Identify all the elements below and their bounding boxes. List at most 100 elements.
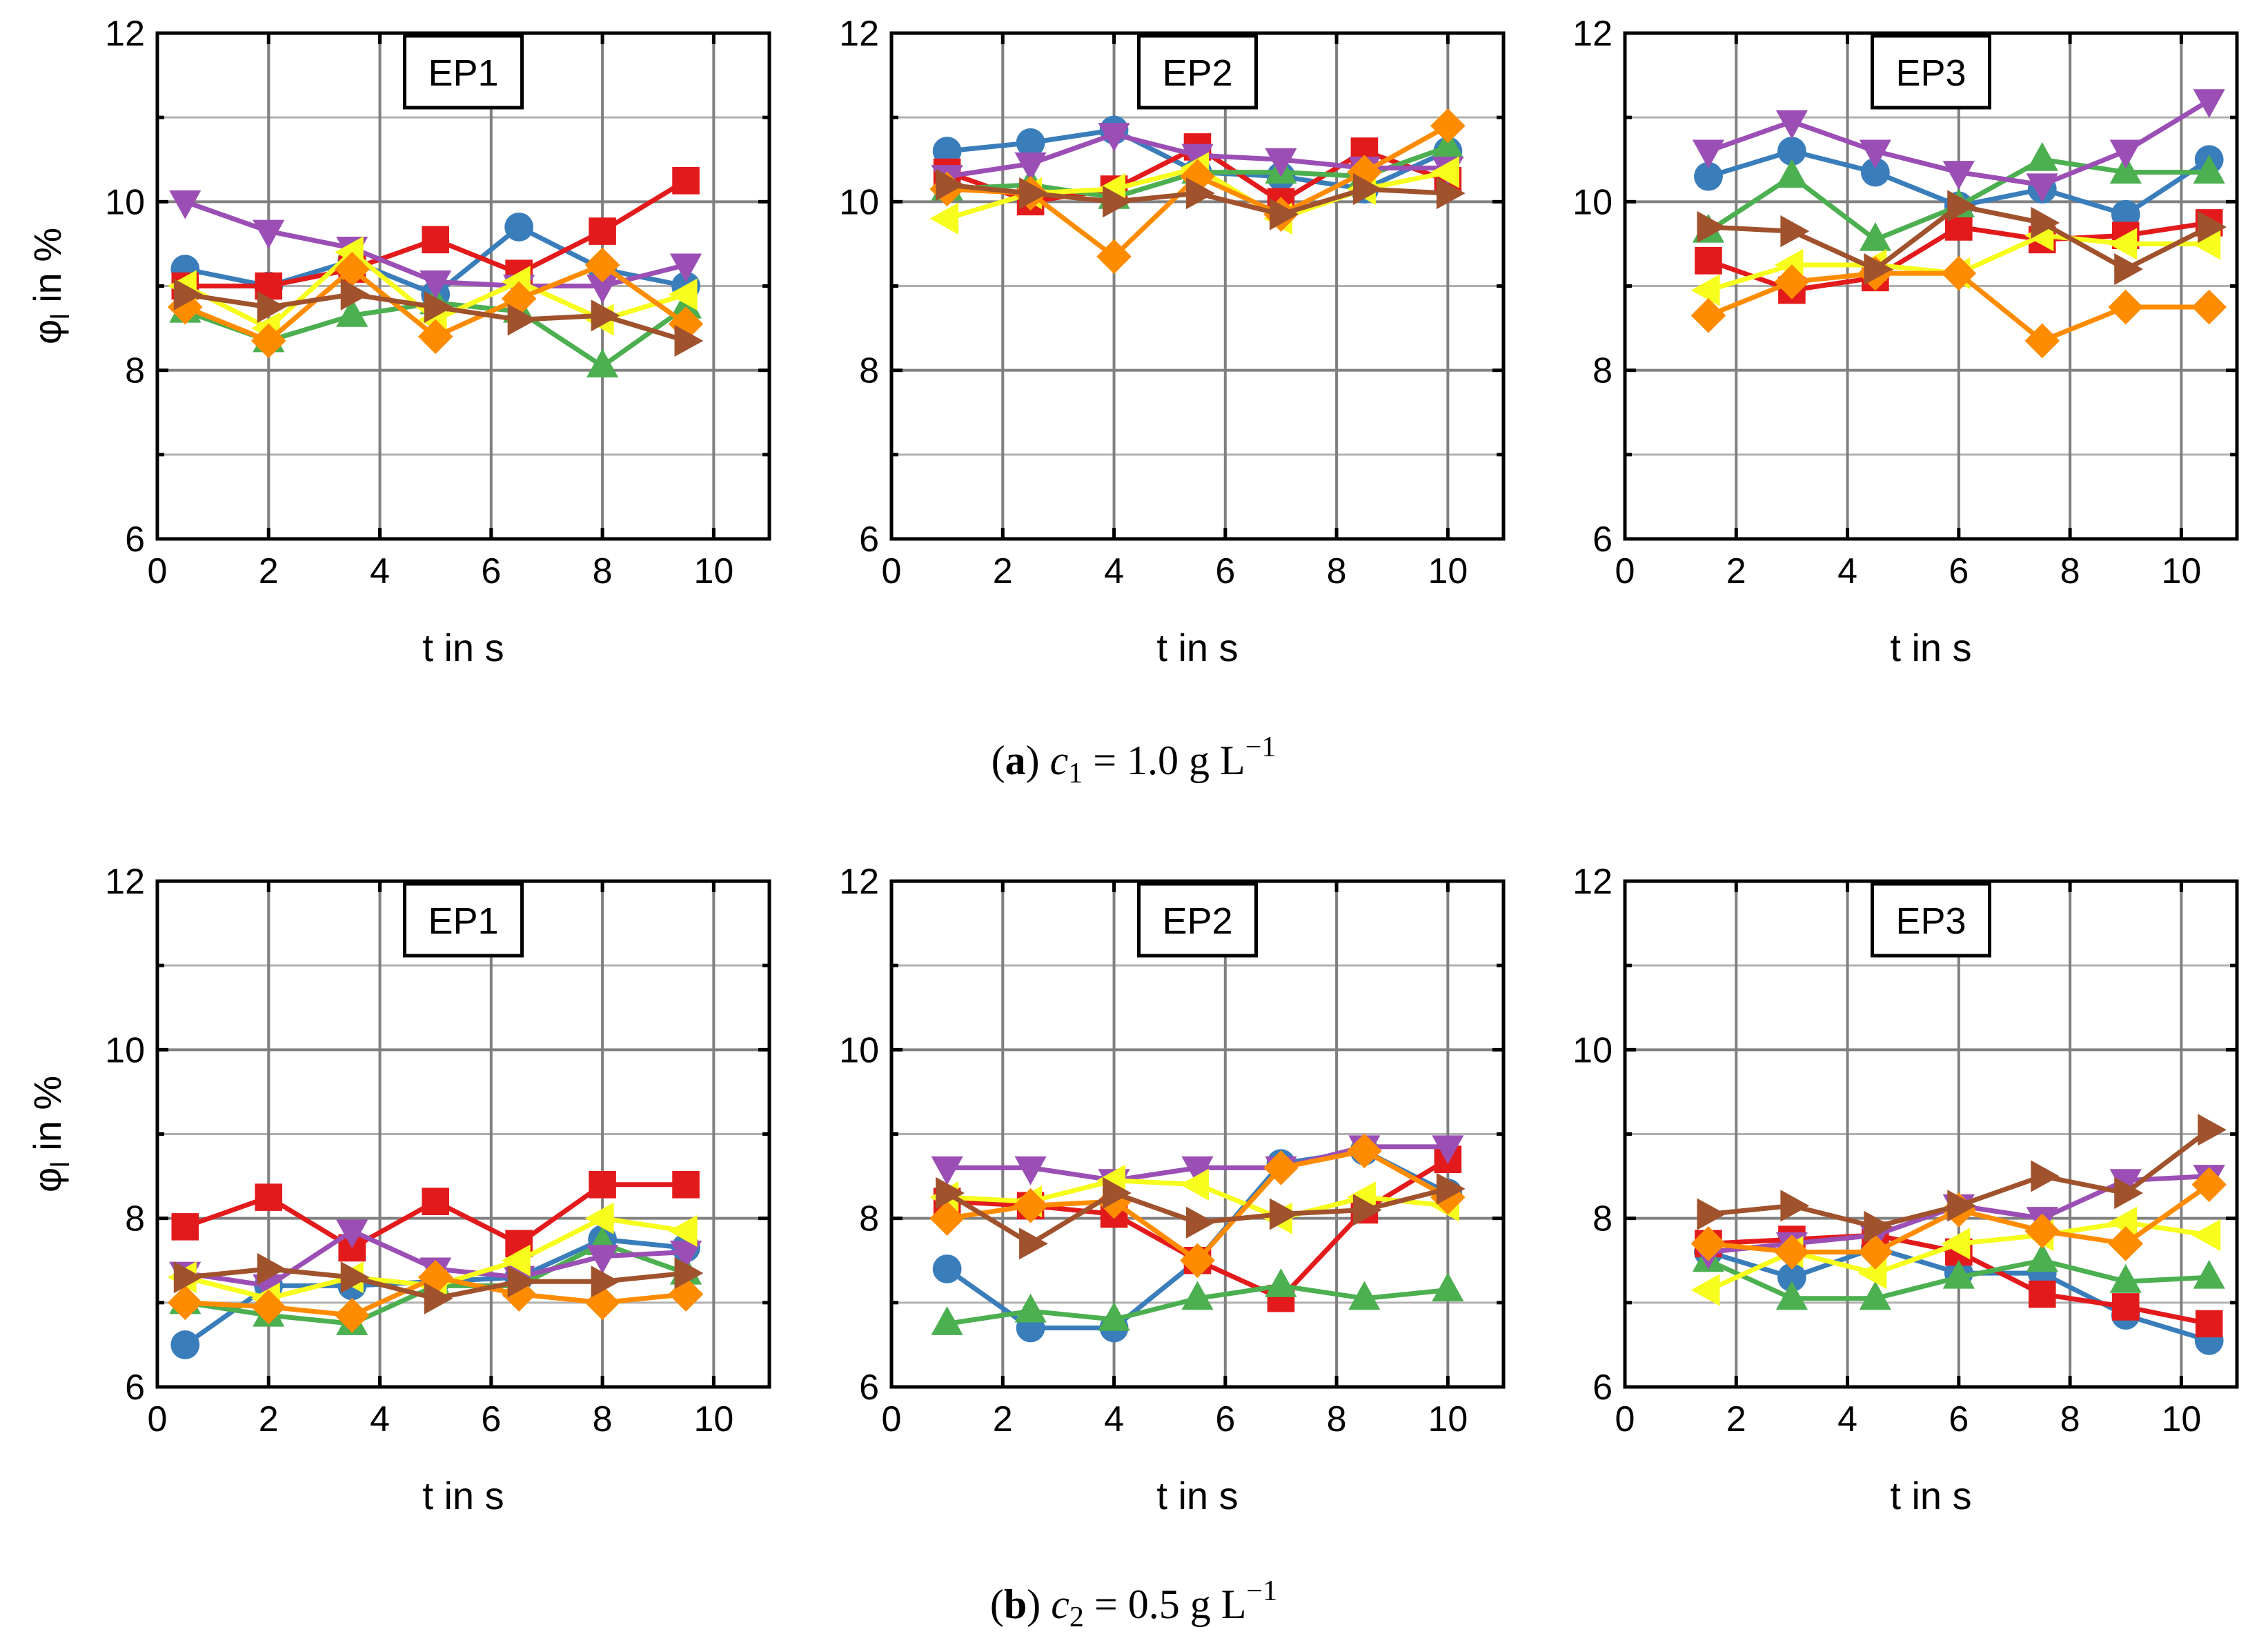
data-point-series-3 xyxy=(1181,1281,1214,1310)
data-point-series-6 xyxy=(501,281,537,317)
data-point-series-7 xyxy=(424,290,453,324)
y-tick-label: 10 xyxy=(1572,182,1613,222)
panel-b-ep2: 0 2 4 6 8 10 6 8 10 12 t in s EP2 xyxy=(839,862,1506,1517)
x-tick-label: 0 xyxy=(882,1399,902,1439)
data-point-series-2 xyxy=(1945,213,1973,241)
data-point-series-6 xyxy=(1941,255,1977,291)
data-point-series-4 xyxy=(1265,148,1297,177)
data-point-series-1 xyxy=(504,213,534,242)
data-point-series-3 xyxy=(336,297,368,327)
data-point-series-4 xyxy=(669,253,702,283)
data-point-series-7 xyxy=(424,1282,453,1314)
data-point-series-6 xyxy=(1690,1226,1726,1261)
data-point-series-7 xyxy=(1436,177,1466,210)
data-point-series-5 xyxy=(1690,274,1720,306)
data-point-series-7 xyxy=(591,1265,620,1298)
y-tick-label: 12 xyxy=(1572,14,1613,54)
data-point-series-7 xyxy=(1269,198,1299,230)
caption-b: (b) c2 = 0.5 g L−1 xyxy=(990,1575,1277,1633)
data-point-series-5 xyxy=(1941,1228,1971,1260)
data-point-series-1 xyxy=(1694,161,1723,191)
data-point-series-4 xyxy=(1775,110,1808,139)
data-point-series-3 xyxy=(2193,155,2225,184)
panel-title-box xyxy=(1871,882,1991,958)
x-tick-label: 0 xyxy=(1615,1399,1635,1439)
data-point-series-7 xyxy=(507,1265,537,1298)
data-point-series-7 xyxy=(340,1261,370,1294)
data-point-series-4 xyxy=(1432,1135,1464,1165)
data-point-series-6 xyxy=(929,1201,965,1236)
data-point-series-6 xyxy=(2191,289,2227,325)
data-point-series-7 xyxy=(936,168,965,201)
data-point-series-7 xyxy=(2114,253,2144,286)
data-point-series-4 xyxy=(1014,152,1047,181)
panel-b-ep1: 0 2 4 6 8 10 6 8 10 12 t in s φl in % EP1 xyxy=(26,862,771,1517)
captions: (a) c1 = 1.0 g L−1 (b) c2 = 0.5 g L−1 xyxy=(990,731,1277,1633)
data-point-series-3 xyxy=(1014,1293,1047,1323)
data-point-series-7 xyxy=(2031,1160,2060,1192)
x-tick-label: 10 xyxy=(693,551,733,591)
data-point-series-7 xyxy=(1780,215,1810,248)
x-tick-label: 4 xyxy=(1104,1399,1124,1439)
data-point-series-6 xyxy=(334,1297,370,1333)
data-point-series-7 xyxy=(1780,1190,1810,1222)
data-point-series-6 xyxy=(1774,264,1810,299)
y-tick-label: 12 xyxy=(105,14,145,54)
data-point-series-7 xyxy=(1352,1194,1382,1226)
data-point-series-3 xyxy=(586,348,619,378)
x-axis-title: t in s xyxy=(422,1474,504,1517)
y-tick-label: 8 xyxy=(125,351,145,391)
data-point-series-7 xyxy=(257,290,286,324)
data-point-series-3 xyxy=(931,1306,963,1335)
data-point-series-7 xyxy=(1186,1206,1215,1239)
panel-title: EP2 xyxy=(1162,900,1232,942)
data-point-series-7 xyxy=(173,278,203,311)
panel-title-box xyxy=(403,34,524,110)
data-point-series-2 xyxy=(2195,1310,2223,1338)
x-axis-title: t in s xyxy=(1156,626,1238,669)
y-tick-label: 10 xyxy=(105,182,145,222)
data-point-series-4 xyxy=(669,1241,702,1270)
data-point-series-5 xyxy=(501,1244,531,1277)
x-tick-label: 8 xyxy=(1327,551,1347,591)
data-point-series-3 xyxy=(1265,1268,1297,1297)
data-point-series-5 xyxy=(2108,228,2138,260)
y-tick-label: 10 xyxy=(839,1030,879,1070)
data-point-series-7 xyxy=(674,324,704,357)
data-point-series-7 xyxy=(1947,1190,1977,1222)
data-point-series-1 xyxy=(932,1254,962,1283)
y-tick-label: 8 xyxy=(125,1199,145,1239)
data-point-series-5 xyxy=(2191,228,2221,260)
data-point-series-7 xyxy=(1436,1172,1466,1205)
x-tick-label: 0 xyxy=(148,1399,168,1439)
data-point-series-6 xyxy=(168,1285,203,1321)
data-point-series-1 xyxy=(1860,157,1890,187)
y-tick-label: 6 xyxy=(125,520,145,560)
data-point-series-3 xyxy=(1432,1272,1464,1302)
data-point-series-6 xyxy=(2108,1226,2144,1261)
data-point-series-3 xyxy=(1775,159,1808,188)
y-tick-label: 6 xyxy=(859,520,879,560)
x-tick-label: 8 xyxy=(593,551,613,591)
data-point-series-4 xyxy=(420,270,452,299)
data-point-series-4 xyxy=(253,219,285,249)
data-point-series-7 xyxy=(173,1261,203,1294)
panel-a-ep1: 0 2 4 6 8 10 6 8 10 12 t in s φl in % EP1 xyxy=(26,14,771,669)
data-point-series-6 xyxy=(250,323,286,359)
x-tick-label: 4 xyxy=(370,1399,390,1439)
data-point-series-7 xyxy=(1864,253,1893,286)
y-tick-label: 6 xyxy=(859,1368,879,1408)
panel-title-box xyxy=(1871,34,1991,110)
data-point-series-4 xyxy=(1014,1156,1047,1185)
panel-b-ep3: 0 2 4 6 8 10 6 8 10 12 t in s EP3 xyxy=(1572,862,2239,1517)
data-point-series-3 xyxy=(1432,129,1464,159)
data-point-series-7 xyxy=(591,299,620,332)
data-point-series-4 xyxy=(586,1245,619,1274)
y-tick-label: 6 xyxy=(125,1368,145,1408)
data-point-series-4 xyxy=(931,1156,963,1185)
x-tick-label: 8 xyxy=(2060,1399,2080,1439)
x-tick-label: 2 xyxy=(993,551,1013,591)
data-point-series-7 xyxy=(257,1252,286,1286)
y-tick-label: 6 xyxy=(1592,1368,1613,1408)
